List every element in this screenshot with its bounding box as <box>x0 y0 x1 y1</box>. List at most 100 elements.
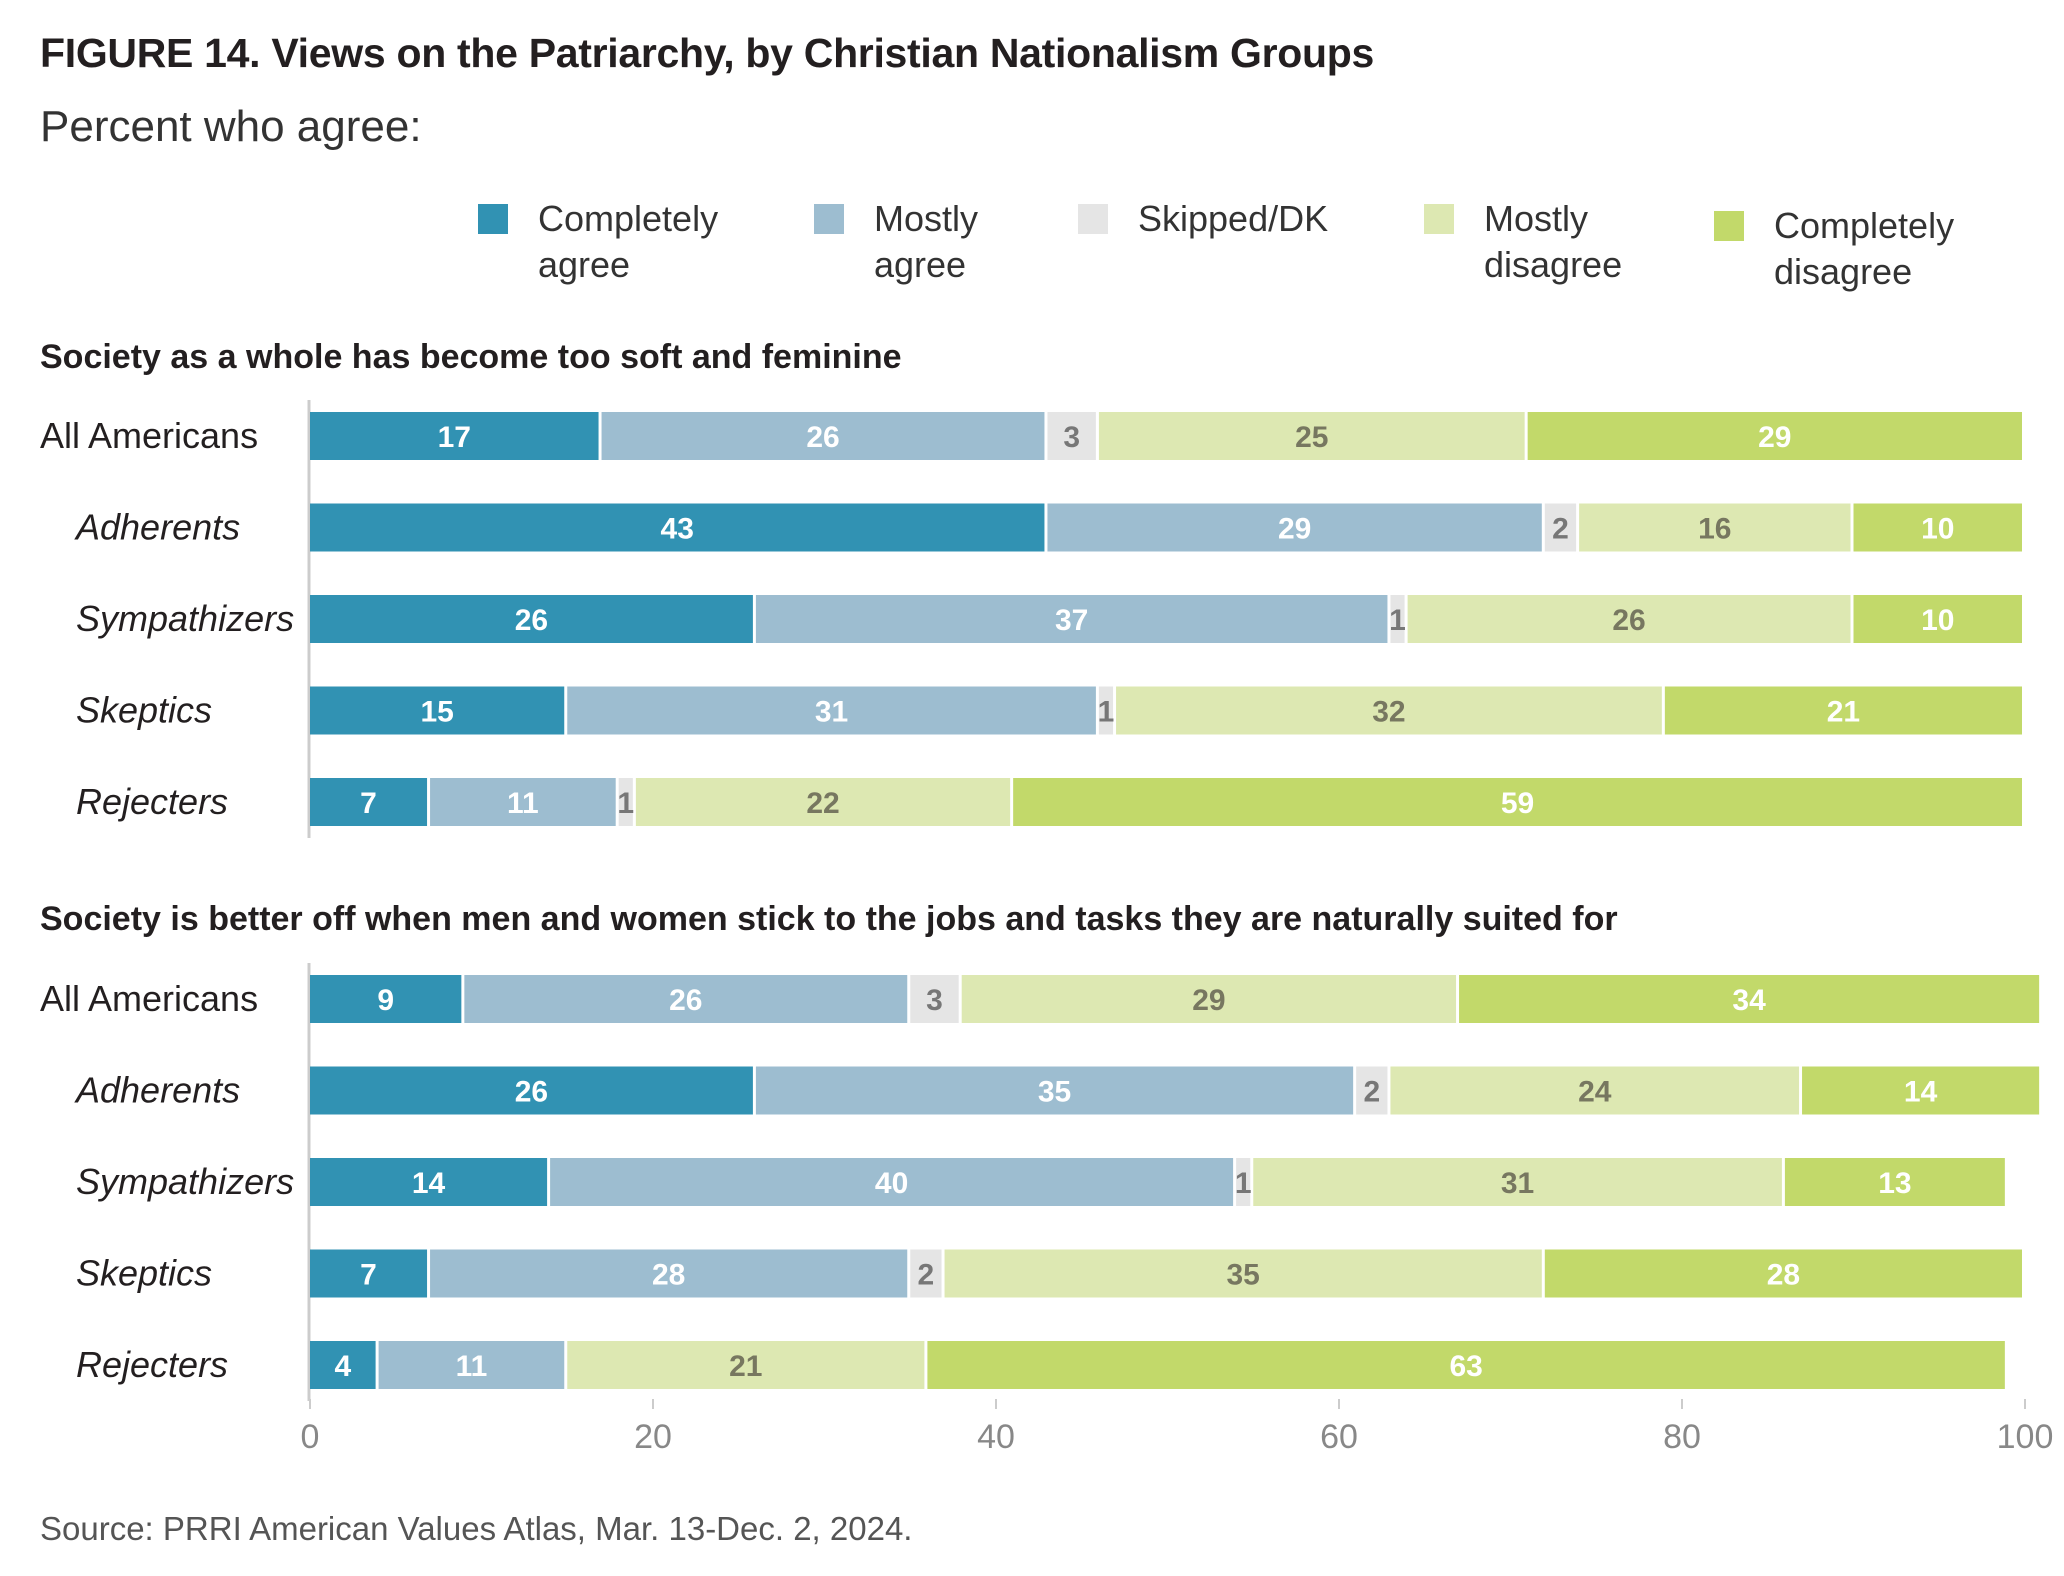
bar-segment-completely-disagree <box>1853 503 2022 552</box>
bar-segment-completely-disagree <box>1013 778 2022 826</box>
data-label: 1 <box>1235 1167 1252 1200</box>
bar-segment-mostly-agree <box>430 778 616 826</box>
bar-segment-mostly-disagree <box>1253 1158 1782 1206</box>
data-label: 29 <box>1192 984 1225 1017</box>
bar-segment-mostly-agree <box>550 1158 1234 1206</box>
data-label: 25 <box>1295 421 1328 454</box>
x-tick-label: 100 <box>1997 1418 2054 1456</box>
data-label: 2 <box>918 1259 935 1292</box>
bar-segment-mostly-agree <box>601 412 1045 460</box>
legend-swatch-mostly-disagree <box>1424 204 1454 234</box>
bar-segment-skipped-dk <box>910 975 959 1023</box>
bar-segment-completely-agree <box>310 412 599 460</box>
bar-segment-completely-agree <box>310 595 753 643</box>
bar-segment-completely-agree <box>310 975 462 1023</box>
data-label: 2 <box>1363 1076 1380 1109</box>
bar-segment-completely-disagree <box>1527 412 2022 460</box>
bar-segment-completely-agree <box>310 1158 548 1206</box>
data-label: 11 <box>507 787 539 820</box>
data-label: 10 <box>1921 604 1954 637</box>
legend-label-completely-agree: Completely agree <box>538 198 719 285</box>
legend-swatch-skipped-dk <box>1078 204 1108 234</box>
legend-label-mostly-disagree: Mostly disagree <box>1484 198 1623 285</box>
data-label: 59 <box>1501 787 1534 820</box>
bar-segment-completely-disagree <box>1544 1249 2022 1298</box>
legend-label-mostly-agree: Mostly agree <box>874 198 979 285</box>
legend-item-mostly-agree: Mostly agree <box>814 196 1074 288</box>
x-tick-label: 40 <box>977 1418 1015 1456</box>
data-label: 26 <box>515 1076 548 1109</box>
data-label: 24 <box>1578 1076 1612 1109</box>
data-label: 35 <box>1038 1076 1071 1109</box>
bar-segment-skipped-dk <box>1098 686 1114 735</box>
legend-item-skipped-dk: Skipped/DK <box>1078 196 1338 242</box>
data-label: 26 <box>1612 604 1645 637</box>
data-label: 32 <box>1372 696 1405 729</box>
legend-swatch-mostly-agree <box>814 204 844 234</box>
legend-swatch-completely-agree <box>478 204 508 234</box>
legend-label-skipped-dk: Skipped/DK <box>1138 198 1329 239</box>
category-label-sympathizers: Sympathizers <box>76 598 294 639</box>
data-label: 4 <box>334 1350 351 1383</box>
bar-segment-skipped-dk <box>1390 595 1405 643</box>
bar-segment-mostly-disagree <box>567 1341 925 1389</box>
bar-segment-completely-agree <box>310 686 565 735</box>
data-label: 1 <box>1098 696 1115 729</box>
figure-subtitle: Percent who agree: <box>40 102 422 151</box>
legend-label-completely-disagree: Completely disagree <box>1774 205 1955 292</box>
x-tick-label: 80 <box>1663 1418 1701 1456</box>
data-label: 21 <box>1827 696 1860 729</box>
category-label-adherents: Adherents <box>74 1070 240 1111</box>
data-label: 29 <box>1278 513 1311 546</box>
bar-segment-completely-disagree <box>1784 1158 2005 1206</box>
category-label-all-americans: All Americans <box>40 978 258 1019</box>
x-tick-label: 0 <box>301 1418 320 1456</box>
bar-segment-mostly-disagree <box>1116 686 1662 735</box>
bar-segment-mostly-disagree <box>1579 503 1851 552</box>
bar-segment-completely-agree <box>310 503 1045 552</box>
data-label: 31 <box>815 696 848 729</box>
data-label: 15 <box>420 696 453 729</box>
data-label: 16 <box>1698 513 1731 546</box>
bar-segment-skipped-dk <box>910 1249 942 1298</box>
data-label: 7 <box>360 1259 377 1292</box>
data-label: 35 <box>1226 1259 1259 1292</box>
bar-segment-mostly-agree <box>464 975 908 1023</box>
category-label-sympathizers: Sympathizers <box>76 1161 294 1202</box>
data-label: 13 <box>1878 1167 1911 1200</box>
bar-segment-completely-disagree <box>1853 595 2022 643</box>
legend-item-completely-agree: Completely agree <box>478 196 738 288</box>
data-label: 3 <box>1063 421 1080 454</box>
x-tick-label: 60 <box>1320 1418 1358 1456</box>
data-label: 22 <box>806 787 839 820</box>
data-label: 7 <box>360 787 377 820</box>
bar-segment-skipped-dk <box>618 778 633 826</box>
data-label: 11 <box>456 1350 488 1383</box>
data-label: 1 <box>1389 604 1406 637</box>
category-label-skeptics: Skeptics <box>76 690 212 731</box>
bar-segment-mostly-agree <box>378 1341 565 1389</box>
data-label: 10 <box>1921 513 1954 546</box>
legend-item-mostly-disagree: Mostly disagree <box>1424 196 1684 288</box>
data-label: 34 <box>1732 984 1766 1017</box>
bar-segment-mostly-agree <box>1047 503 1542 552</box>
legend-item-completely-disagree: Completely disagree <box>1714 203 1974 295</box>
data-label: 17 <box>438 421 471 454</box>
bar-segment-mostly-disagree <box>961 975 1457 1023</box>
bar-segment-mostly-disagree <box>1407 595 1851 643</box>
data-label: 21 <box>729 1350 762 1383</box>
data-label: 26 <box>515 604 548 637</box>
bar-segment-mostly-agree <box>755 595 1388 643</box>
category-label-skeptics: Skeptics <box>76 1253 212 1294</box>
data-label: 26 <box>669 984 702 1017</box>
data-label: 28 <box>1767 1259 1800 1292</box>
category-label-all-americans: All Americans <box>40 415 258 456</box>
bar-segment-mostly-disagree <box>944 1249 1542 1298</box>
figure-title: FIGURE 14. Views on the Patriarchy, by C… <box>40 30 1375 76</box>
bar-segment-skipped-dk <box>1047 412 1096 460</box>
bar-segment-skipped-dk <box>1236 1158 1251 1206</box>
bar-segment-mostly-disagree <box>1098 412 1525 460</box>
data-label: 3 <box>926 984 943 1017</box>
x-tick-label: 20 <box>634 1418 672 1456</box>
